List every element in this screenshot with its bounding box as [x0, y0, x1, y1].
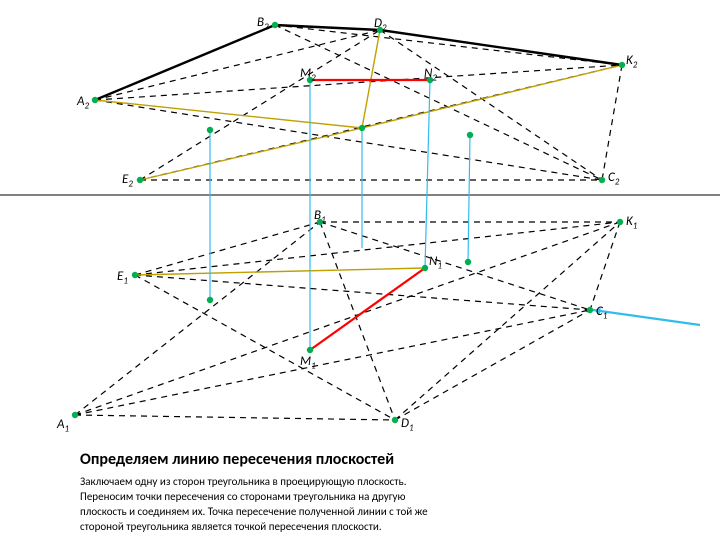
point-label: B1	[314, 208, 326, 226]
caption-block: Определяем линию пересечения плоскостей …	[80, 450, 640, 534]
point-label: K1	[626, 214, 637, 232]
point-label: N2	[424, 66, 437, 84]
geometry-diagram	[0, 0, 720, 440]
point-label: C1	[596, 304, 607, 322]
point-label: E1	[117, 269, 128, 287]
caption-description: Заключаем одну из сторон треугольника в …	[80, 475, 640, 534]
point-label: K2	[626, 53, 637, 71]
point-label: M2	[300, 66, 316, 84]
point-label: E2	[122, 172, 133, 190]
point-label: N1	[429, 254, 442, 272]
point-label: D1	[401, 416, 414, 434]
point-label: A1	[57, 417, 69, 435]
caption-title: Определяем линию пересечения плоскостей	[80, 450, 640, 469]
point-label: D2	[374, 16, 387, 34]
point-label: A2	[77, 94, 89, 112]
point-label: C2	[608, 170, 619, 188]
point-label: B2	[257, 15, 269, 33]
point-label: M1	[300, 354, 316, 372]
